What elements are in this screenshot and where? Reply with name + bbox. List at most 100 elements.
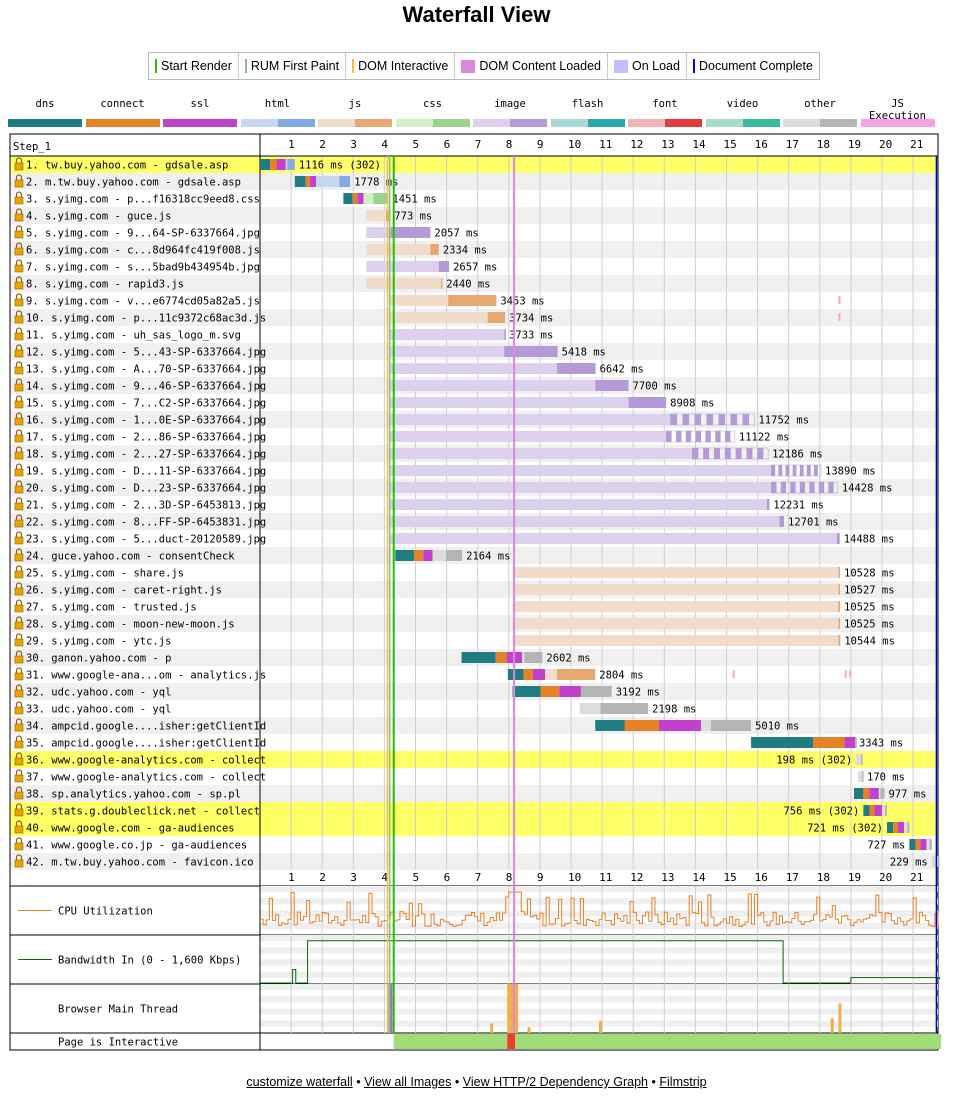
download-chunk (828, 482, 834, 493)
legend-swatch (692, 59, 695, 73)
main-thread-block (388, 984, 393, 1033)
js-execution-mark (732, 670, 735, 678)
download-chunk (799, 465, 804, 476)
download-segment (445, 550, 463, 561)
type-swatch (550, 119, 625, 127)
lock-body (14, 434, 24, 443)
lock-icon (14, 735, 24, 749)
type-label: connect (100, 98, 145, 110)
lock-shackle (15, 803, 23, 809)
js-execution-mark (844, 670, 847, 678)
type-js: js (318, 98, 392, 127)
lock-icon (14, 395, 24, 409)
wait-segment (512, 567, 839, 578)
lock-shackle (15, 837, 23, 843)
download-segment (937, 856, 940, 867)
lock-shackle (15, 259, 23, 265)
js-execution-mark (838, 296, 841, 304)
lock-body (14, 213, 24, 222)
connect-segment (413, 550, 424, 561)
filmstrip-link[interactable]: Filmstrip (659, 1075, 707, 1089)
lock-shackle (15, 344, 23, 350)
legend-swatch (244, 59, 247, 73)
lock-icon (14, 616, 24, 630)
download-segment (524, 652, 543, 663)
request-label: 20. s.yimg.com - D...23-SP-6337664.jpg (26, 483, 266, 495)
footer-separator: • (454, 1075, 460, 1089)
lock-body (14, 196, 24, 205)
graph-band (260, 935, 938, 942)
lock-icon (14, 548, 24, 562)
legend-document-complete: Document Complete (687, 53, 819, 79)
connect-segment (495, 652, 507, 663)
request-time: 12231 ms (773, 500, 824, 512)
request-label: 34. ampcid.google....isher:getClientId (26, 721, 266, 733)
row-background (10, 547, 938, 564)
graph-label: Bandwidth In (0 - 1,600 Kbps) (58, 955, 241, 967)
row-background (10, 275, 938, 292)
view-http2-dependency-graph-link[interactable]: View HTTP/2 Dependency Graph (462, 1075, 649, 1089)
tick-label: 21 (910, 138, 923, 151)
request-label: 6. s.yimg.com - c...8d964fc419f008.js (26, 245, 260, 257)
request-time: 2198 ms (652, 704, 696, 716)
request-time: 977 ms (888, 789, 926, 801)
lock-shackle (15, 599, 23, 605)
type-swatch (860, 119, 935, 127)
request-label: 9. s.yimg.com - v...e6774cd05a82a5.js (26, 296, 260, 308)
view-all-images-link[interactable]: View all Images (364, 1075, 452, 1089)
wait-segment (366, 278, 442, 289)
lock-body (14, 621, 24, 630)
download-segment (838, 584, 841, 595)
tick-label: 1 (288, 871, 295, 884)
request-time: 5418 ms (562, 347, 606, 359)
marker-legend: Start Render RUM First Paint DOM Interacti… (148, 52, 820, 80)
interactive-range (393, 1034, 508, 1049)
request-label: 13. s.yimg.com - A...70-SP-6337664.jpg (26, 364, 266, 376)
request-label: 38. sp.analytics.yahoo.com - sp.pl (26, 789, 241, 801)
request-label: 35. ampcid.google....isher:getClientId (26, 738, 266, 750)
legend-start-render: Start Render (149, 53, 239, 79)
dns-segment (395, 550, 414, 561)
tick-label: 6 (444, 871, 451, 884)
tick-label: 17 (786, 138, 799, 151)
download-chunk (746, 448, 753, 459)
lock-shackle (15, 446, 23, 452)
dns-segment (512, 686, 541, 697)
request-time: 1451 ms (392, 194, 436, 206)
customize-waterfall-link[interactable]: customize waterfall (246, 1075, 353, 1089)
type-label: ssl (190, 98, 210, 110)
tick-label: 9 (537, 138, 544, 151)
tick-label: 11 (599, 871, 612, 884)
lock-body (14, 553, 24, 562)
row-background (10, 156, 938, 173)
type-label: dns (35, 98, 55, 110)
dns-segment (595, 720, 625, 731)
main-thread-spike (490, 1023, 494, 1033)
lock-shackle (15, 361, 23, 367)
type-flash: flash (550, 98, 625, 127)
download-segment (487, 312, 506, 323)
type-label: other (804, 98, 836, 110)
ssl-segment (874, 805, 882, 816)
type-swatch (85, 119, 160, 127)
lock-body (14, 825, 24, 834)
wait-segment (545, 669, 558, 680)
wait-segment (878, 788, 881, 799)
type-swatch (240, 119, 315, 127)
tick-label: 3 (350, 871, 357, 884)
lock-body (14, 332, 24, 341)
wait-segment (389, 312, 488, 323)
lock-body (14, 400, 24, 409)
download-segment (885, 805, 887, 816)
row-background (10, 190, 938, 207)
lock-body (14, 281, 24, 290)
download-segment (339, 176, 351, 187)
footer-links: customize waterfall • View all Images • … (0, 1075, 953, 1089)
lock-icon (14, 480, 24, 494)
request-time: 10528 ms (844, 568, 895, 580)
request-time: 170 ms (867, 772, 905, 784)
lock-icon (14, 786, 24, 800)
request-label: 37. www.google-analytics.com - collect (26, 772, 266, 784)
wait-segment (366, 244, 431, 255)
request-label: 29. s.yimg.com - ytc.js (26, 636, 171, 648)
